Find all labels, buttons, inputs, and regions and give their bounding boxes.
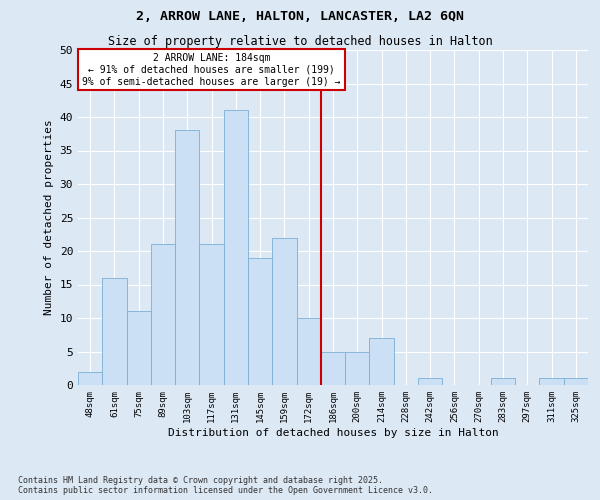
Text: Contains HM Land Registry data © Crown copyright and database right 2025.
Contai: Contains HM Land Registry data © Crown c… xyxy=(18,476,433,495)
X-axis label: Distribution of detached houses by size in Halton: Distribution of detached houses by size … xyxy=(167,428,499,438)
Bar xyxy=(418,378,442,385)
Y-axis label: Number of detached properties: Number of detached properties xyxy=(44,120,54,316)
Bar xyxy=(370,338,394,385)
Bar xyxy=(151,244,175,385)
Text: 2 ARROW LANE: 184sqm
← 91% of detached houses are smaller (199)
9% of semi-detac: 2 ARROW LANE: 184sqm ← 91% of detached h… xyxy=(82,54,341,86)
Text: Size of property relative to detached houses in Halton: Size of property relative to detached ho… xyxy=(107,35,493,48)
Bar xyxy=(272,238,296,385)
Bar xyxy=(296,318,321,385)
Bar xyxy=(345,352,370,385)
Bar xyxy=(175,130,199,385)
Bar xyxy=(491,378,515,385)
Bar xyxy=(127,312,151,385)
Bar xyxy=(102,278,127,385)
Bar xyxy=(321,352,345,385)
Bar xyxy=(564,378,588,385)
Bar xyxy=(248,258,272,385)
Bar xyxy=(78,372,102,385)
Bar xyxy=(199,244,224,385)
Text: 2, ARROW LANE, HALTON, LANCASTER, LA2 6QN: 2, ARROW LANE, HALTON, LANCASTER, LA2 6Q… xyxy=(136,10,464,23)
Bar xyxy=(224,110,248,385)
Bar xyxy=(539,378,564,385)
